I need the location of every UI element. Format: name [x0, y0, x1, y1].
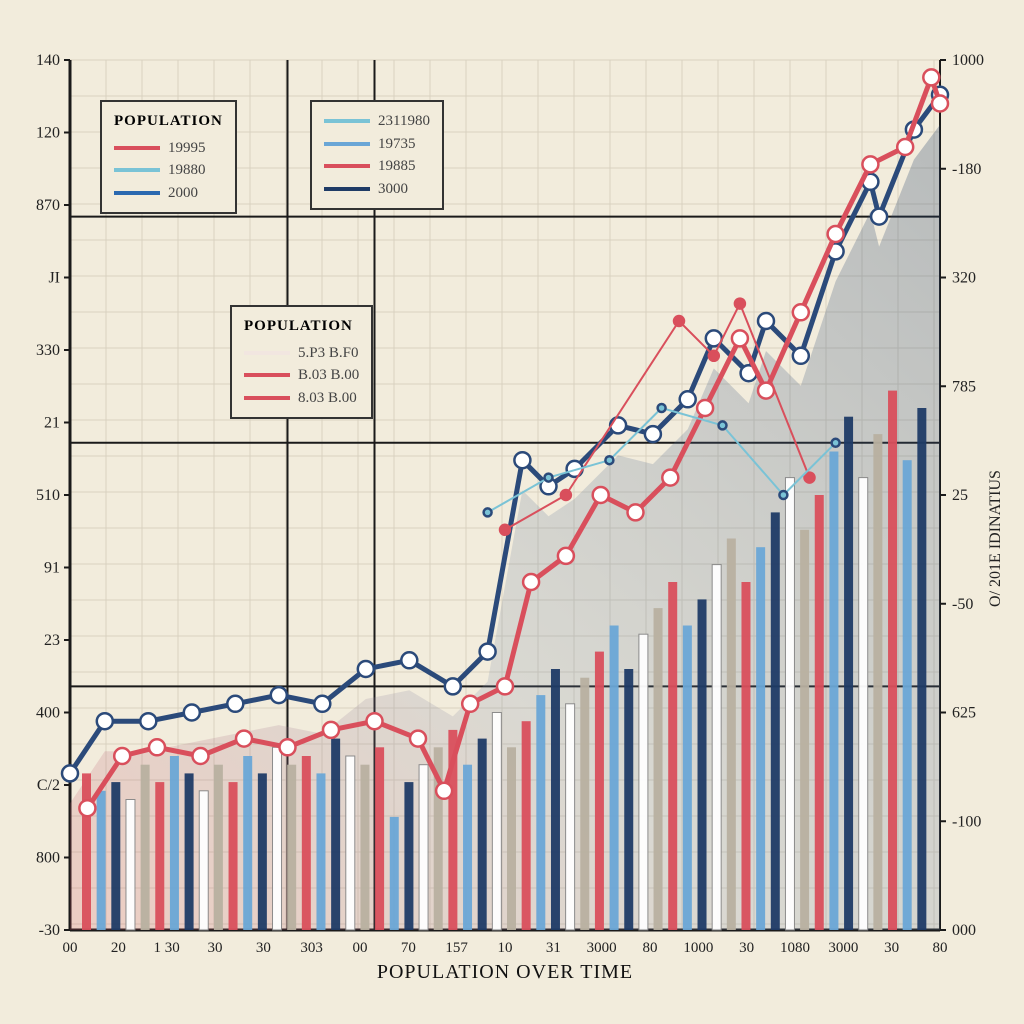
svg-text:120: 120 — [36, 125, 60, 142]
legend-item: 8.03 B.00 — [244, 387, 359, 410]
legend-swatch — [114, 168, 160, 172]
legend-swatch — [324, 187, 370, 191]
svg-text:23: 23 — [44, 632, 60, 649]
legend-label: 19880 — [168, 159, 206, 182]
legend-1: 231198019735198853000 — [310, 100, 444, 210]
svg-text:510: 510 — [36, 487, 60, 504]
x-axis-title: POPULATION OVER TIME — [377, 961, 633, 983]
svg-text:140: 140 — [36, 52, 60, 69]
svg-text:-30: -30 — [39, 922, 60, 939]
svg-text:800: 800 — [36, 850, 60, 867]
svg-text:000: 000 — [952, 922, 976, 939]
legend-title: POPULATION — [244, 315, 359, 338]
svg-text:1080: 1080 — [780, 940, 810, 956]
legend-0: POPULATION 19995198802000 — [100, 100, 237, 214]
svg-text:3000: 3000 — [587, 940, 617, 956]
svg-text:1 30: 1 30 — [154, 940, 180, 956]
svg-text:30: 30 — [256, 940, 271, 956]
svg-text:870: 870 — [36, 197, 60, 214]
legend-item: 5.P3 B.F0 — [244, 342, 359, 365]
legend-label: 2311980 — [378, 110, 430, 133]
svg-text:-50: -50 — [952, 596, 973, 613]
svg-text:400: 400 — [36, 705, 60, 722]
svg-text:1000: 1000 — [683, 940, 713, 956]
svg-text:00: 00 — [353, 940, 368, 956]
legend-label: B.03 B.00 — [298, 364, 359, 387]
svg-text:30: 30 — [739, 940, 754, 956]
svg-text:330: 330 — [36, 342, 60, 359]
svg-text:-100: -100 — [952, 813, 981, 830]
svg-text:157: 157 — [445, 940, 468, 956]
legend-item: 19735 — [324, 133, 430, 156]
svg-text:625: 625 — [952, 705, 976, 722]
svg-text:00: 00 — [63, 940, 78, 956]
legend-item: 2000 — [114, 182, 223, 205]
legend-swatch — [324, 164, 370, 168]
svg-text:1000: 1000 — [952, 52, 984, 69]
svg-text:31: 31 — [546, 940, 561, 956]
svg-text:3000: 3000 — [828, 940, 858, 956]
svg-text:30: 30 — [208, 940, 223, 956]
svg-text:-180: -180 — [952, 161, 981, 178]
svg-text:21: 21 — [44, 415, 60, 432]
legend-2: POPULATION 5.P3 B.F0B.03 B.008.03 B.00 — [230, 305, 373, 419]
svg-text:10: 10 — [498, 940, 513, 956]
svg-text:20: 20 — [111, 940, 126, 956]
legend-item: 2311980 — [324, 110, 430, 133]
legend-label: 8.03 B.00 — [298, 387, 357, 410]
svg-text:C/2: C/2 — [37, 777, 60, 794]
svg-text:785: 785 — [952, 378, 976, 395]
svg-text:80: 80 — [643, 940, 658, 956]
legend-item: 19880 — [114, 159, 223, 182]
svg-text:91: 91 — [44, 560, 60, 577]
legend-label: 19995 — [168, 137, 206, 160]
legend-item: 3000 — [324, 178, 430, 201]
legend-swatch — [114, 191, 160, 195]
svg-text:25: 25 — [952, 487, 968, 504]
svg-text:30: 30 — [884, 940, 899, 956]
legend-label: 5.P3 B.F0 — [298, 342, 358, 365]
svg-text:JI: JI — [48, 270, 60, 287]
legend-title: POPULATION — [114, 110, 223, 133]
legend-label: 19885 — [378, 155, 416, 178]
legend-item: 19995 — [114, 137, 223, 160]
legend-item: B.03 B.00 — [244, 364, 359, 387]
legend-label: 2000 — [168, 182, 198, 205]
legend-swatch — [114, 146, 160, 150]
svg-text:80: 80 — [933, 940, 948, 956]
legend-label: 19735 — [378, 133, 416, 156]
svg-text:303: 303 — [300, 940, 323, 956]
y2-axis-title: O/ 201E IDINATIUS — [987, 470, 1004, 607]
legend-item: 19885 — [324, 155, 430, 178]
svg-text:70: 70 — [401, 940, 416, 956]
legend-label: 3000 — [378, 178, 408, 201]
legend-swatch — [244, 373, 290, 377]
svg-text:320: 320 — [952, 270, 976, 287]
legend-swatch — [324, 119, 370, 123]
legend-swatch — [244, 351, 290, 355]
legend-swatch — [244, 396, 290, 400]
legend-swatch — [324, 142, 370, 146]
